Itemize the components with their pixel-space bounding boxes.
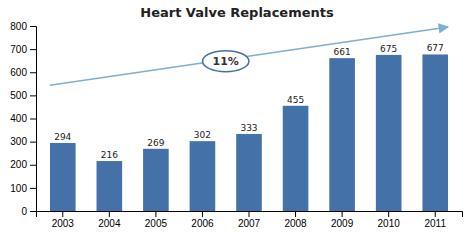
y-tick-mark — [30, 26, 36, 27]
y-tick: 700 — [10, 44, 36, 55]
x-tick-label: 2007 — [238, 218, 261, 229]
y-tick-mark — [30, 142, 36, 143]
x-tick-label: 2010 — [378, 218, 401, 229]
x-tick: 2011 — [424, 211, 446, 229]
y-tick: 800 — [10, 21, 36, 32]
annotation-ellipse — [203, 51, 249, 72]
bar — [236, 134, 262, 211]
x-tick-mark — [109, 211, 110, 217]
x-axis: 2003 2004 2005 2006 2007 2008 2009 2010 2011 — [37, 211, 463, 229]
x-tick-label: 2011 — [424, 218, 446, 229]
bar — [376, 55, 402, 211]
x-tick-mark — [202, 211, 203, 217]
x-tick-mark — [62, 211, 63, 217]
y-tick-mark — [30, 188, 36, 189]
x-tick-label: 2004 — [98, 218, 121, 229]
y-tick-mark — [30, 165, 36, 166]
data-labels: 294 216 269 302 333 455 661 675 677 — [54, 43, 444, 160]
x-tick-label: 2005 — [145, 218, 168, 229]
y-tick-label: 500 — [10, 90, 27, 101]
y-tick-label: 400 — [10, 113, 27, 124]
y-tick: 300 — [10, 136, 36, 147]
y-axis: 0 100 200 300 400 500 600 700 800 — [10, 21, 36, 217]
x-tick-label: 2006 — [191, 218, 214, 229]
y-tick-label: 800 — [10, 21, 27, 32]
x-tick-label: 2003 — [52, 218, 75, 229]
title: Heart Valve Replacements — [140, 5, 334, 20]
y-tick: 100 — [10, 183, 36, 194]
x-tick-mark — [435, 211, 436, 217]
x-tick: 2010 — [378, 211, 401, 229]
y-tick: 0 — [21, 206, 36, 217]
bar — [97, 161, 123, 211]
x-tick: 2004 — [98, 211, 121, 229]
y-tick-label: 600 — [10, 67, 27, 78]
y-axis-line — [30, 27, 37, 212]
x-tick: 2009 — [331, 211, 354, 229]
y-tick-mark — [30, 119, 36, 120]
bar — [50, 143, 76, 211]
x-axis-line — [37, 212, 463, 218]
y-tick-label: 200 — [10, 159, 27, 170]
x-tick-label: 2008 — [284, 218, 307, 229]
data-label: 294 — [54, 132, 71, 142]
x-tick-label: 2009 — [331, 218, 354, 229]
y-tick-mark — [30, 72, 36, 73]
data-label: 677 — [427, 43, 444, 53]
chart: Heart Valve Replacements 0 100 200 300 400 500… — [0, 0, 474, 233]
y-tick: 500 — [10, 90, 36, 101]
x-tick-mark — [295, 211, 296, 217]
data-label: 455 — [287, 95, 304, 105]
bar — [329, 58, 355, 211]
data-label: 661 — [334, 47, 351, 57]
y-tick-label: 300 — [10, 136, 27, 147]
x-tick-mark — [155, 211, 156, 217]
data-label: 302 — [194, 130, 211, 140]
y-tick-label: 700 — [10, 44, 27, 55]
x-tick: 2007 — [238, 211, 261, 229]
bar — [190, 141, 216, 211]
trend-arrow — [50, 27, 448, 85]
data-label: 269 — [147, 138, 164, 148]
plot: 0100200300400500600700800200320042005200… — [10, 21, 462, 229]
x-tick: 2006 — [191, 211, 214, 229]
x-tick-mark — [388, 211, 389, 217]
bar — [143, 149, 169, 211]
bar — [422, 54, 448, 211]
y-tick-mark — [30, 95, 36, 96]
bars — [50, 54, 448, 211]
x-tick: 2005 — [145, 211, 168, 229]
data-label: 333 — [240, 123, 257, 133]
annotation-text: 11% — [213, 55, 239, 68]
x-tick: 2008 — [284, 211, 307, 229]
y-tick: 600 — [10, 67, 36, 78]
x-tick: 2003 — [52, 211, 75, 229]
y-tick: 400 — [10, 113, 36, 124]
data-label: 675 — [380, 44, 397, 54]
data-label: 216 — [101, 150, 118, 160]
annotation: 11% — [203, 51, 249, 72]
y-tick-label: 0 — [21, 206, 27, 217]
x-tick-mark — [342, 211, 343, 217]
y-tick-mark — [30, 211, 36, 212]
y-tick-mark — [30, 49, 36, 50]
bar — [283, 106, 309, 211]
y-tick: 200 — [10, 159, 36, 170]
y-tick-label: 100 — [10, 183, 27, 194]
x-tick-mark — [249, 211, 250, 217]
